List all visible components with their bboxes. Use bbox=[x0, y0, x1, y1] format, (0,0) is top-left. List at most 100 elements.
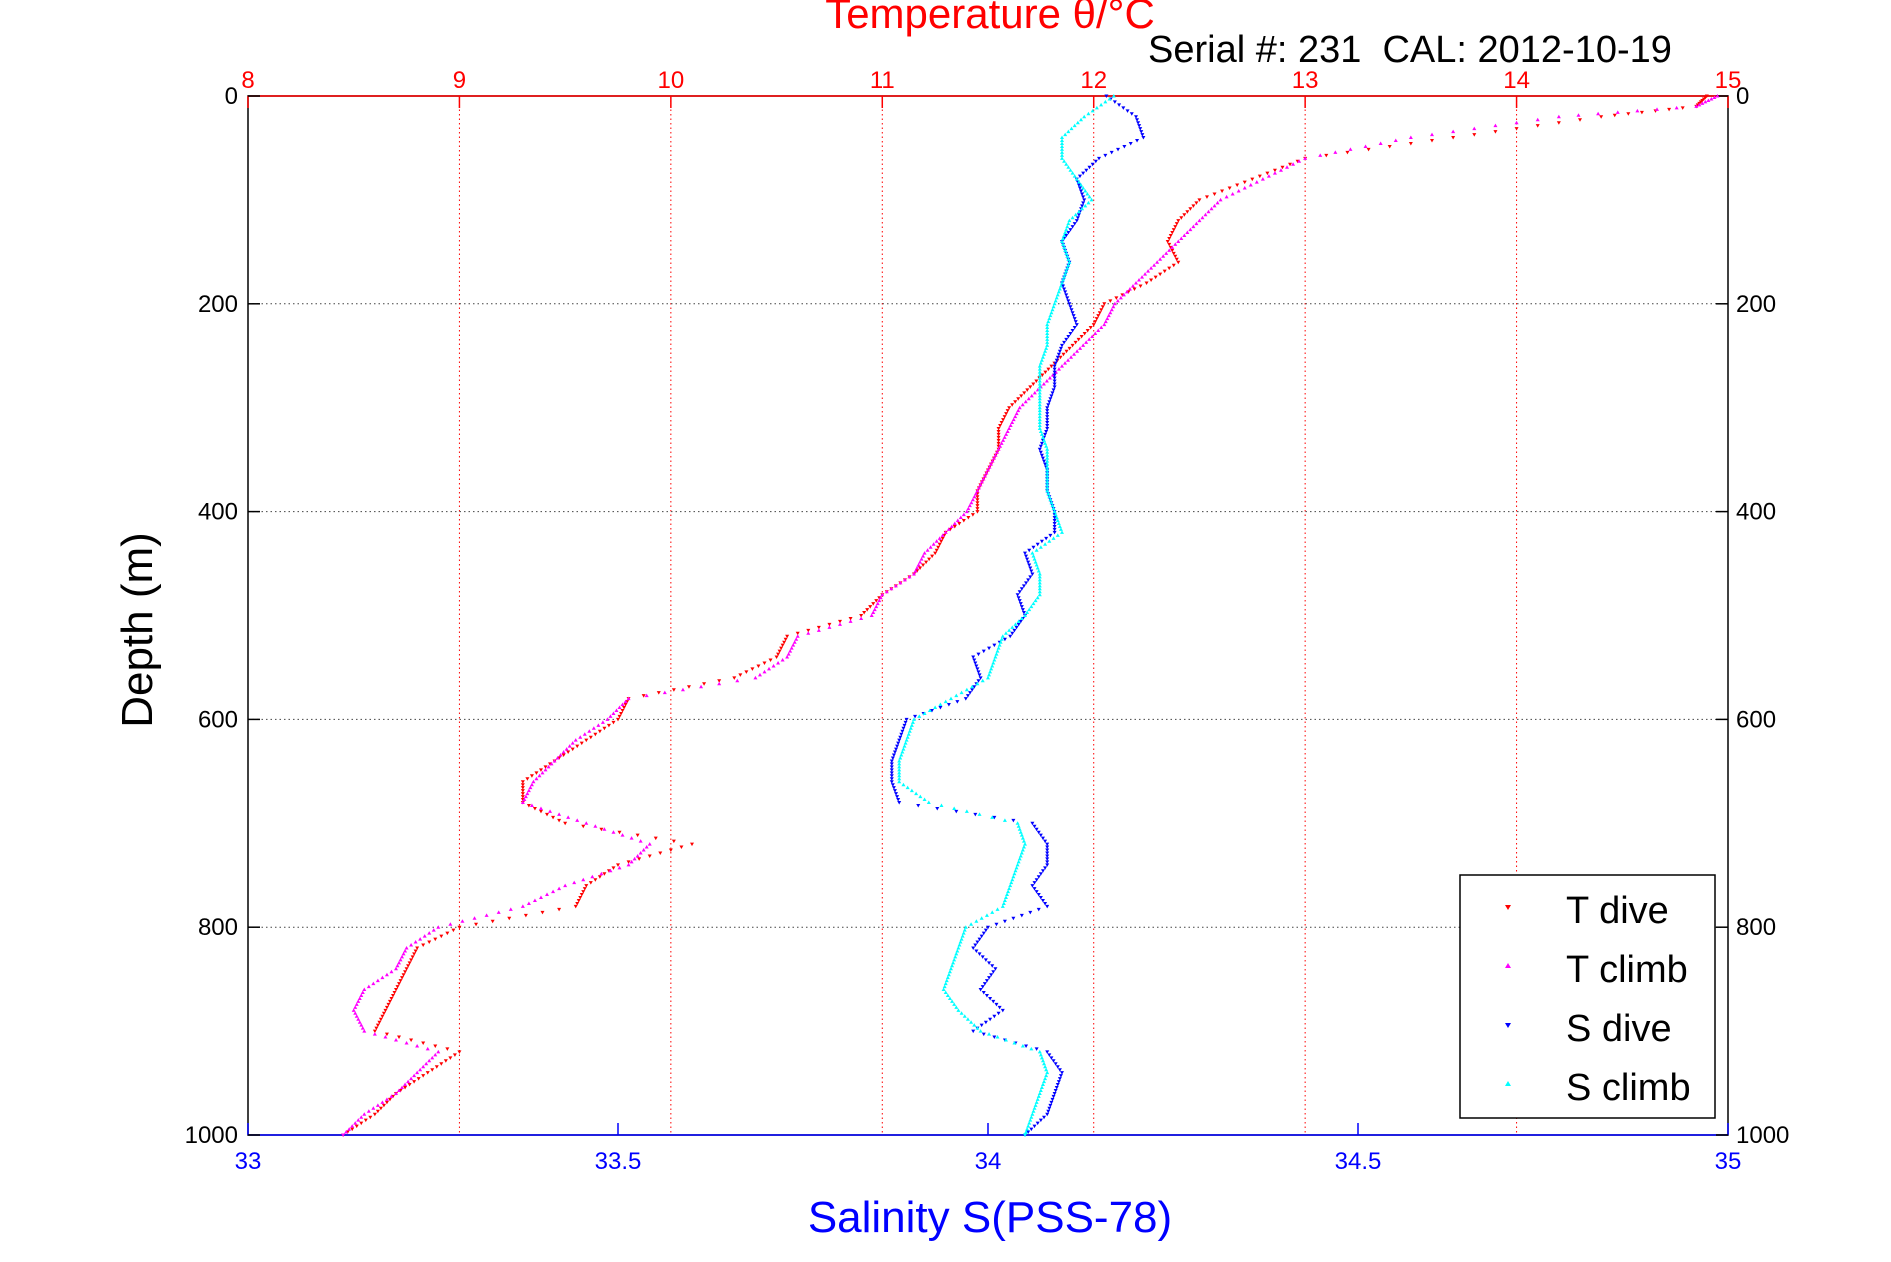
data-point bbox=[865, 608, 870, 612]
data-point bbox=[425, 1071, 430, 1075]
data-point bbox=[384, 1005, 389, 1010]
data-point bbox=[943, 699, 948, 704]
data-point bbox=[1028, 575, 1033, 579]
data-point bbox=[945, 975, 950, 980]
data-point bbox=[929, 708, 934, 713]
data-point bbox=[341, 1133, 346, 1137]
data-point bbox=[1250, 177, 1255, 182]
data-point bbox=[561, 750, 566, 754]
data-point bbox=[1034, 827, 1039, 832]
data-point bbox=[1037, 420, 1042, 425]
data-point bbox=[1061, 352, 1066, 357]
data-point bbox=[1046, 367, 1051, 372]
data-point bbox=[1036, 568, 1041, 573]
data-point bbox=[1060, 135, 1064, 140]
data-point bbox=[1056, 367, 1061, 371]
data-point bbox=[901, 726, 906, 731]
data-point bbox=[1048, 1103, 1053, 1108]
data-point bbox=[981, 476, 986, 481]
data-point bbox=[1155, 260, 1160, 264]
data-point bbox=[1111, 94, 1116, 98]
data-point bbox=[1008, 883, 1013, 888]
data-point bbox=[889, 586, 894, 591]
data-point bbox=[1032, 1124, 1037, 1129]
data-point bbox=[406, 964, 411, 968]
data-point bbox=[1037, 571, 1042, 576]
data-point bbox=[848, 616, 853, 621]
data-point bbox=[971, 655, 976, 660]
data-point bbox=[1065, 266, 1070, 270]
data-point bbox=[1032, 557, 1037, 561]
data-point bbox=[1170, 231, 1175, 235]
data-point bbox=[1052, 376, 1057, 381]
data-point bbox=[1021, 611, 1026, 615]
data-point bbox=[1038, 1052, 1043, 1057]
data-point bbox=[1408, 141, 1413, 146]
data-point bbox=[366, 984, 371, 989]
data-point bbox=[1088, 326, 1093, 330]
data-point bbox=[656, 691, 661, 695]
data-point bbox=[1197, 198, 1202, 202]
data-point bbox=[557, 907, 562, 912]
data-point bbox=[1034, 563, 1039, 567]
data-point bbox=[1068, 228, 1073, 232]
data-point bbox=[987, 465, 992, 469]
data-point bbox=[1070, 329, 1075, 333]
data-point bbox=[946, 972, 951, 977]
data-point bbox=[897, 776, 902, 781]
data-point bbox=[1153, 275, 1158, 280]
data-point bbox=[1639, 110, 1644, 115]
data-point bbox=[919, 557, 924, 561]
data-point bbox=[794, 637, 799, 641]
data-point bbox=[1010, 403, 1015, 407]
data-point bbox=[1010, 877, 1015, 882]
data-point bbox=[874, 599, 879, 603]
data-point bbox=[1064, 234, 1069, 238]
data-point bbox=[1004, 412, 1009, 416]
data-point bbox=[1065, 224, 1070, 229]
serial-cal-label: Serial #: 231 CAL: 2012-10-19 bbox=[1148, 29, 1672, 71]
data-point bbox=[1045, 473, 1050, 478]
data-point bbox=[848, 619, 853, 623]
data-point bbox=[617, 705, 622, 710]
data-point bbox=[1030, 821, 1035, 826]
data-point bbox=[1037, 396, 1042, 401]
data-point bbox=[1043, 866, 1048, 870]
data-point bbox=[1033, 560, 1038, 564]
data-point bbox=[538, 806, 543, 810]
data-point bbox=[608, 714, 613, 718]
data-point bbox=[1040, 373, 1045, 378]
data-point bbox=[1203, 212, 1208, 217]
data-point bbox=[584, 884, 589, 888]
data-point bbox=[445, 931, 450, 936]
data-point bbox=[1164, 251, 1169, 255]
data-point bbox=[1014, 625, 1019, 630]
data-point bbox=[909, 723, 914, 727]
data-point bbox=[998, 424, 1003, 428]
data-point bbox=[1001, 901, 1006, 905]
data-point bbox=[1026, 1130, 1031, 1135]
data-point bbox=[448, 1056, 453, 1060]
data-point bbox=[1037, 592, 1042, 597]
data-point bbox=[898, 580, 903, 585]
data-point bbox=[584, 738, 589, 743]
data-point bbox=[1025, 610, 1030, 615]
data-point bbox=[1027, 1121, 1032, 1125]
data-point bbox=[921, 563, 926, 568]
data-point bbox=[490, 919, 495, 924]
data-point bbox=[1060, 156, 1064, 160]
data-point bbox=[1105, 316, 1110, 321]
data-point bbox=[996, 1011, 1001, 1016]
data-point bbox=[976, 652, 981, 657]
data-point bbox=[433, 1052, 438, 1057]
data-point bbox=[557, 886, 562, 891]
data-point bbox=[570, 741, 575, 745]
data-point bbox=[1038, 896, 1043, 900]
data-point bbox=[1045, 334, 1050, 338]
legend-label-s-climb: S climb bbox=[1566, 1067, 1691, 1109]
data-point bbox=[611, 830, 616, 834]
data-point bbox=[1000, 634, 1005, 638]
data-point bbox=[1635, 108, 1640, 113]
data-point bbox=[1016, 619, 1021, 623]
data-point bbox=[1045, 845, 1050, 850]
